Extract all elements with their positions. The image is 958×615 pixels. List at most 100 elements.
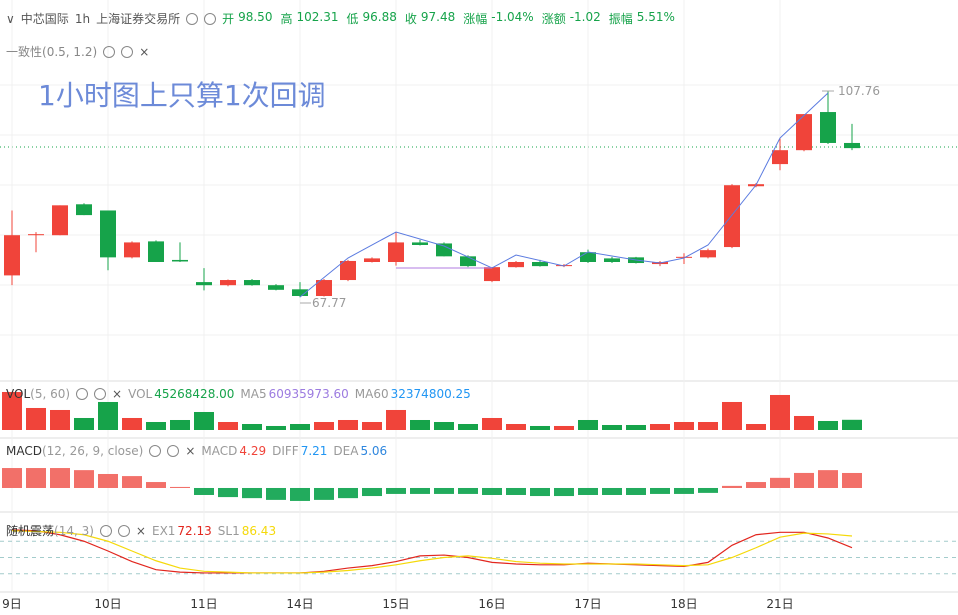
volume-bar [170,419,190,430]
volume-bar [74,417,94,430]
macd-bar [458,487,478,494]
volume-bar [410,419,430,430]
symbol: 中芯国际 [20,12,69,26]
high-label: 107.76 [838,84,880,98]
eye-icon[interactable] [76,388,89,400]
macd-bar [242,487,262,499]
exchange: 上海证券交易所 [96,12,181,26]
pane-name: VOL [6,387,31,401]
candle-body [220,280,236,286]
stat-value: 5.51% [636,10,675,24]
drawing-arrows [299,90,834,304]
close-icon[interactable]: × [185,444,196,458]
indicator-value: 7.21 [300,444,328,458]
macd-bar [842,472,862,488]
candle-body [460,256,476,267]
legend-name: 一致性 [6,45,43,59]
series-name: EX1 [151,523,176,538]
series-value: 86.43 [241,523,277,538]
volume-bar [362,422,382,430]
x-tick-label: 16日 [478,597,505,611]
candle-body [700,250,716,258]
code-icon[interactable] [121,45,134,58]
close-icon[interactable]: × [112,387,123,401]
eye-icon[interactable] [99,524,112,537]
macd-bar [698,487,718,493]
candle-body [580,252,596,262]
candle-body [244,280,260,286]
eye-icon[interactable] [149,445,162,457]
pane-params: (14, 3) [54,524,94,538]
macd-legend: MACD(12, 26, 9, close) × MACD 4.29 DIFF 7.21 D… [6,444,387,458]
macd-bar [650,487,670,494]
legend-params: (0.5, 1.2) [42,45,98,59]
collapse[interactable]: ∨ [6,11,15,26]
stat-value: -1.02 [569,10,601,24]
volume-bar [98,401,118,430]
macd-bar [530,487,550,497]
stat-label: 涨幅 [463,12,488,26]
series-value: 72.13 [177,523,212,538]
pane-params: (12, 26, 9, close) [41,444,144,458]
close-icon[interactable]: × [135,523,146,538]
main-grid [0,84,958,336]
indicator-name: VOL [128,387,153,401]
volume-bar [458,424,478,430]
candle-body [820,112,836,143]
volume-bar [194,411,214,430]
settings-icon[interactable] [94,388,107,400]
x-tick-label: 11日 [190,597,217,611]
stoch-legend: 随机震荡(14, 3) × EX1 72.13 SL1 86.43 [6,522,276,539]
volume-bar [26,407,46,430]
indicator-value: 32374800.25 [390,387,471,401]
volume-bar [722,401,742,430]
volume-bar [506,424,526,430]
macd-bar [770,477,790,488]
settings-icon[interactable] [167,445,180,457]
candle-body [340,260,356,281]
macd-bar [722,485,742,488]
candle-body [364,258,380,262]
volume-bar [626,424,646,430]
macd-bar [122,476,142,488]
indicator-name: MA5 [240,387,267,401]
candle-body [292,289,308,297]
x-tick-label: 21日 [766,597,793,611]
volume-bar [578,419,598,430]
close-icon[interactable]: × [139,44,150,59]
pane-name: MACD [6,444,42,458]
settings-icon[interactable] [117,524,130,537]
macd-bar [266,487,286,500]
volume-bar [290,424,310,430]
indicator-value: 60935973.60 [268,387,349,401]
macd-bar [362,487,382,497]
candle-body [484,267,500,282]
stoch-line [11,529,853,574]
pane-title: MACD(12, 26, 9, close) [6,444,143,458]
candle-body [28,234,44,236]
volume-bar [2,391,22,430]
vol-legend: VOL(5, 60) × VOL 45268428.00 MA5 60935973.60 M… [6,387,471,401]
pane-name: 随机震荡 [6,524,55,538]
candle-body [412,242,428,245]
candle-body [388,242,404,262]
indicator-value: 4.29 [239,444,267,458]
header: ∨ 中芯国际 1h 上海证券交易所 开 98.50 高 102.31 低 96.88 收 97… [6,10,679,27]
macd-bar [506,487,526,495]
volume-bar [602,424,622,430]
stat-label: 低 [346,12,359,26]
volume-bar [218,422,238,430]
indicator-value: 5.06 [360,444,388,458]
settings-icon[interactable] [204,12,217,25]
candle-body [844,142,860,149]
eye-icon[interactable] [186,12,199,25]
eye-icon[interactable] [103,45,116,58]
indicator-name: DEA [333,444,359,458]
indicator-value: 45268428.00 [154,387,235,401]
legend: 一致性(0.5, 1.2) × [6,43,149,60]
volume-bar [794,415,814,430]
candle-body [76,204,92,216]
x-tick-label: 10日 [94,597,121,611]
